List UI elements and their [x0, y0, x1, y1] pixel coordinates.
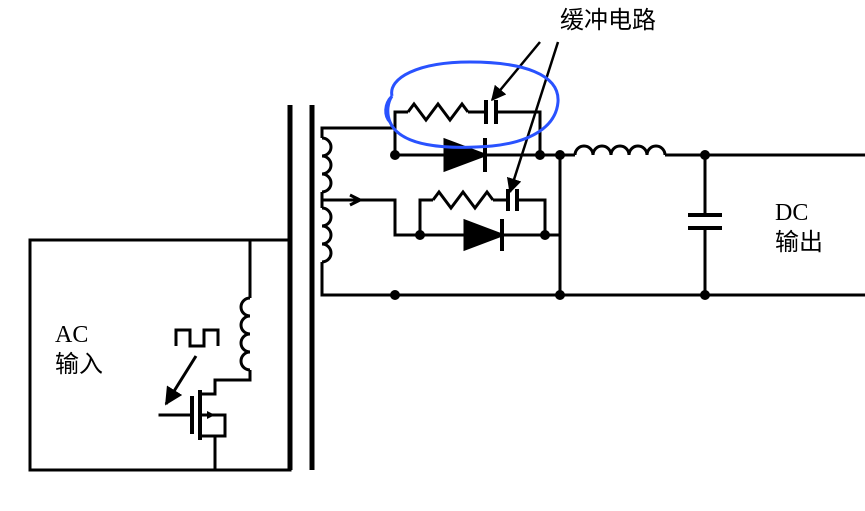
- ac-input-label: AC 输入: [55, 320, 103, 380]
- junction-nodes: [390, 150, 710, 300]
- diode-bottom: [420, 219, 545, 251]
- snubber-label: 缓冲电路: [560, 6, 656, 36]
- primary-inductor: [215, 240, 250, 380]
- output-capacitor: [688, 155, 722, 295]
- mosfet-switch: [160, 380, 225, 470]
- ac-input-label-line1: AC: [55, 322, 88, 348]
- secondary-winding-top: [322, 128, 395, 200]
- ac-input-label-line2: 输入: [55, 352, 103, 378]
- primary-side: [215, 240, 290, 298]
- blue-highlight-annotation: [386, 62, 558, 147]
- output-inductor: [560, 146, 865, 155]
- dc-output-label: DC 输出: [775, 198, 823, 258]
- pwm-pulse-icon: [176, 330, 218, 346]
- dc-output-label-line2: 输出: [775, 230, 823, 256]
- circuit-diagram: [0, 0, 865, 511]
- dc-output-label-line1: DC: [775, 200, 808, 226]
- transformer-core: [290, 105, 312, 470]
- secondary-winding-bottom: [322, 195, 395, 295]
- center-tap-wire: [360, 200, 420, 235]
